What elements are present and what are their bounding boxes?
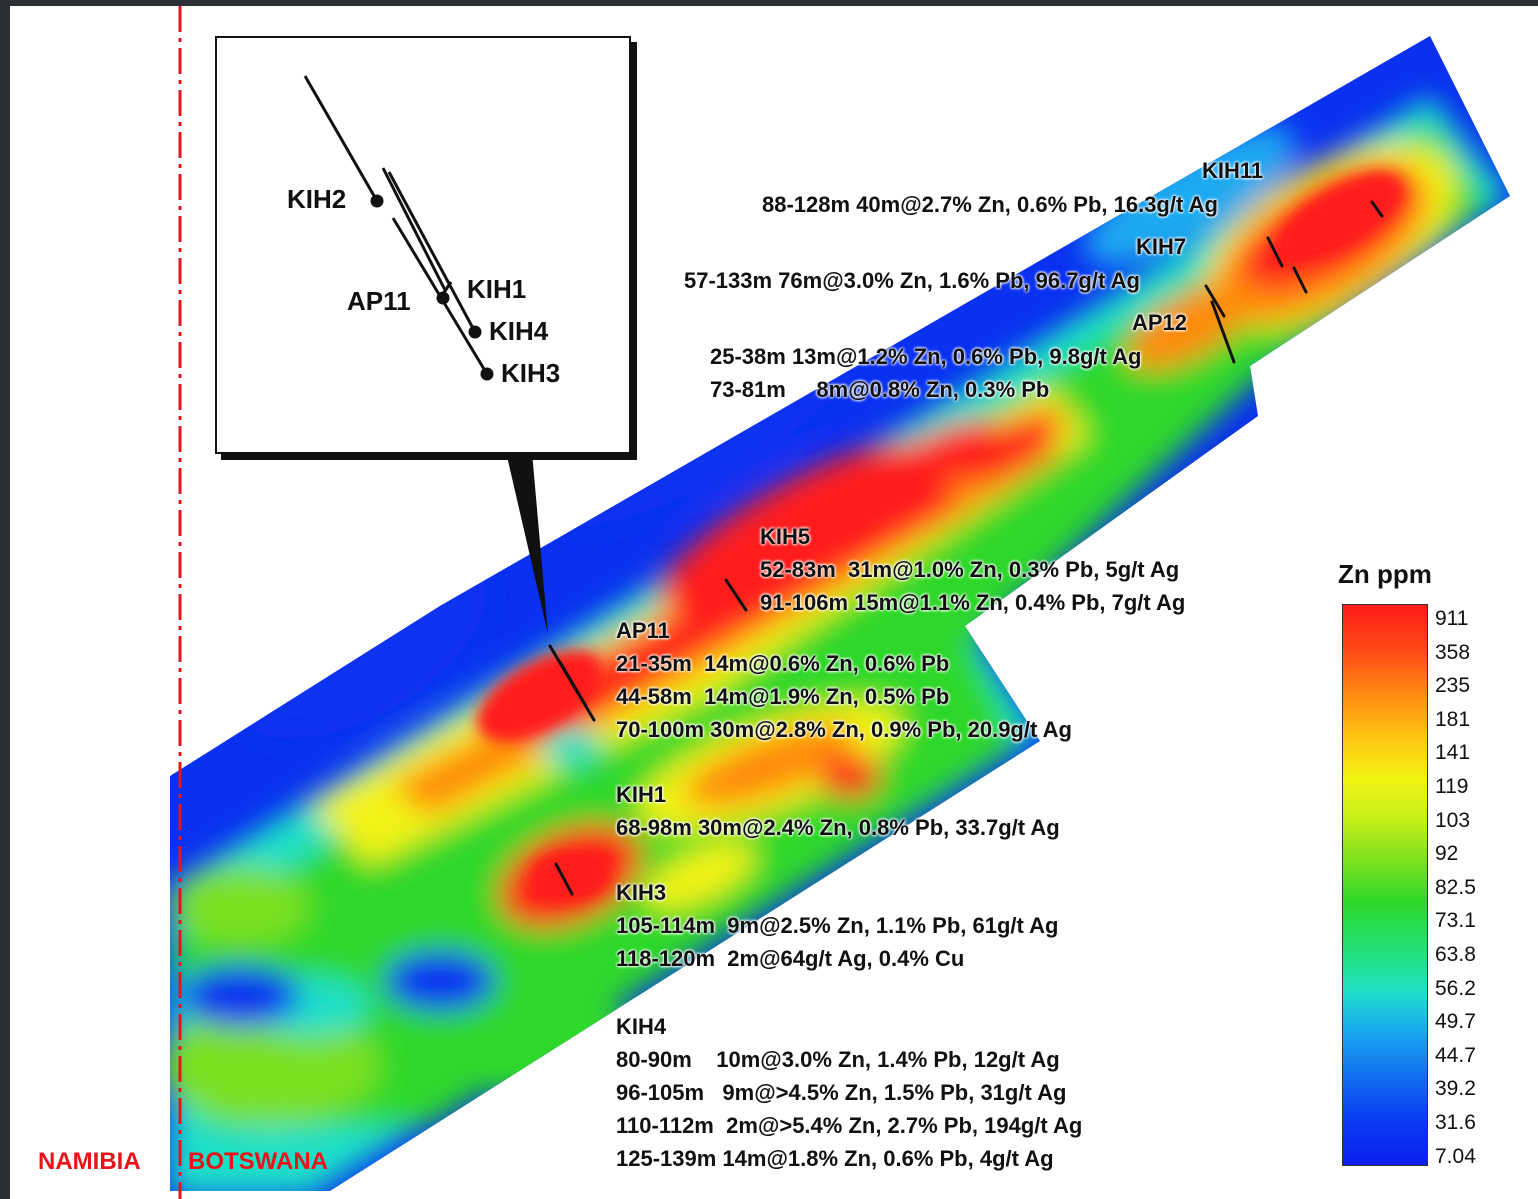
- kih3-collar: [480, 367, 494, 381]
- legend-tick-label: 7.04: [1435, 1144, 1476, 1168]
- annotation-ap11-line: 70-100m 30m@2.8% Zn, 0.9% Pb, 20.9g/t Ag: [616, 717, 1072, 742]
- drillhole-trace: [724, 578, 748, 612]
- inset-drillhole-plot: [303, 75, 494, 381]
- inset-label-kih4: KIH4: [489, 316, 549, 346]
- annotation-kih4-line: 80-90m 10m@3.0% Zn, 1.4% Pb, 12g/t Ag: [616, 1047, 1060, 1072]
- map-stage: KIH2 AP11 KIH1 KIH4 KIH3 KIH11 88-128m 4…: [10, 6, 1538, 1199]
- kih4-collar: [468, 325, 482, 339]
- annotation-kih11-name: KIH11: [1202, 158, 1264, 183]
- annotation-kih4-line: 110-112m 2m@>5.4% Zn, 2.7% Pb, 194g/t Ag: [616, 1113, 1083, 1138]
- legend-tick-label: 39.2: [1435, 1077, 1476, 1101]
- drillhole-trace: [1210, 300, 1236, 364]
- annotation-kih1-name: KIH1: [616, 782, 667, 807]
- kih2-trace: [303, 75, 379, 202]
- annotation-kih7-name: KIH7: [1136, 234, 1187, 259]
- annotation-kih11-line: 88-128m 40m@2.7% Zn, 0.6% Pb, 16.3g/t Ag: [762, 192, 1218, 217]
- kih4-trace: [387, 171, 477, 333]
- inset-label-kih3: KIH3: [501, 358, 561, 388]
- country-label-botswana: BOTSWANA: [188, 1148, 328, 1175]
- legend-tick-label: 31.6: [1435, 1111, 1476, 1134]
- annotation-ap12-line: 73-81m 8m@0.8% Zn, 0.3% Pb: [710, 377, 1050, 402]
- legend-tick-label: 141: [1435, 741, 1471, 765]
- annotation-ap11-line: 21-35m 14m@0.6% Zn, 0.6% Pb: [616, 651, 950, 676]
- legend-tick-label: 119: [1435, 775, 1469, 798]
- legend-tick-label: 358: [1435, 640, 1471, 664]
- annotation-kih3-name: KIH3: [616, 880, 667, 905]
- annotation-kih4-name: KIH4: [616, 1014, 667, 1039]
- drillhole-trace: [1266, 236, 1284, 268]
- annotation-kih4-line: 125-139m 14m@1.8% Zn, 0.6% Pb, 4g/t Ag: [616, 1146, 1054, 1171]
- legend-tick-label: 103: [1435, 808, 1471, 832]
- annotation-ap12-name: AP12: [1132, 310, 1188, 335]
- drillhole-trace: [1204, 284, 1226, 318]
- annotation-kih3-line: 105-114m 9m@2.5% Zn, 1.1% Pb, 61g/t Ag: [616, 913, 1059, 938]
- drillhole-traces: [548, 200, 1384, 896]
- country-label-namibia: NAMIBIA: [38, 1148, 141, 1175]
- legend-title: Zn ppm: [1338, 559, 1432, 589]
- inset-label-kih1: KIH1: [467, 274, 527, 304]
- legend-tick-label: 235: [1435, 674, 1471, 698]
- legend-tick-label: 56.2: [1435, 976, 1476, 1000]
- kih2-collar: [370, 194, 384, 208]
- kih1-trace: [381, 167, 447, 291]
- inset-label-ap11: AP11: [347, 286, 411, 316]
- legend-tick-label: 911: [1435, 607, 1469, 630]
- annotation-kih4-line: 96-105m 9m@>4.5% Zn, 1.5% Pb, 31g/t Ag: [616, 1080, 1067, 1105]
- annotation-ap11-line: 44-58m 14m@1.9% Zn, 0.5% Pb: [616, 684, 950, 709]
- zn-anomaly-map: [170, 6, 1510, 1199]
- annotation-ap11-name: AP11: [616, 618, 670, 643]
- ap11-collar: [436, 291, 450, 305]
- drillhole-trace: [1370, 200, 1384, 218]
- annotation-kih5-line: 52-83m 31m@1.0% Zn, 0.3% Pb, 5g/t Ag: [760, 557, 1180, 582]
- drillhole-trace: [554, 862, 574, 896]
- annotation-kih7-line: 57-133m 76m@3.0% Zn, 1.6% Pb, 96.7g/t Ag: [684, 268, 1140, 293]
- inset-callout-pointer: [506, 452, 548, 634]
- legend-tick-label: 82.5: [1435, 875, 1476, 899]
- annotation-ap12-line: 25-38m 13m@1.2% Zn, 0.6% Pb, 9.8g/t Ag: [710, 344, 1142, 369]
- legend-tick-label: 49.7: [1435, 1010, 1476, 1034]
- legend-tick-label: 181: [1435, 707, 1471, 731]
- legend-tick-label: 73.1: [1435, 909, 1476, 933]
- legend-tick-label: 63.8: [1435, 943, 1476, 966]
- annotation-kih5-line: 91-106m 15m@1.1% Zn, 0.4% Pb, 7g/t Ag: [760, 590, 1186, 615]
- legend-colorbar: [1342, 604, 1428, 1166]
- drillhole-trace: [558, 660, 588, 708]
- drillhole-inset: KIH2 AP11 KIH1 KIH4 KIH3: [215, 36, 631, 454]
- legend-tick-label: 92: [1435, 842, 1459, 866]
- legend-tick-label: 44.7: [1435, 1043, 1476, 1067]
- annotation-kih5-name: KIH5: [760, 524, 811, 549]
- annotation-kih1-line: 68-98m 30m@2.4% Zn, 0.8% Pb, 33.7g/t Ag: [616, 815, 1060, 840]
- drillhole-trace: [1292, 266, 1308, 294]
- inset-label-kih2: KIH2: [287, 184, 347, 214]
- annotation-kih3-line: 118-120m 2m@64g/t Ag, 0.4% Cu: [616, 946, 965, 971]
